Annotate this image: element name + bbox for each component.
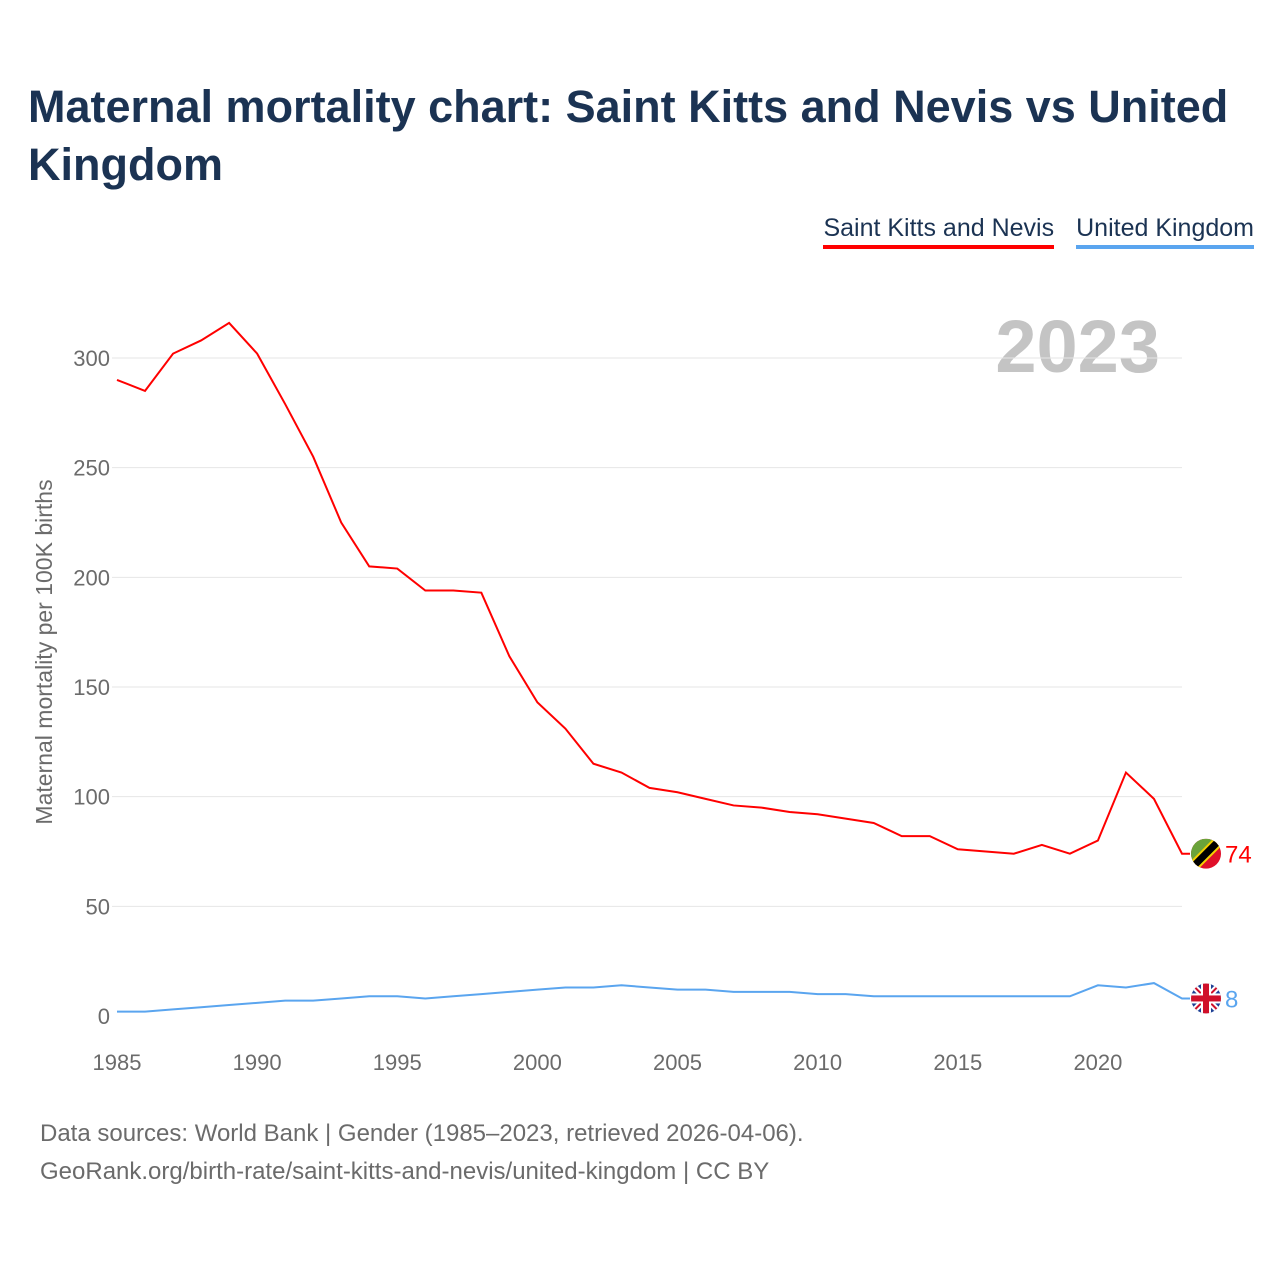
source-line-2[interactable]: GeoRank.org/birth-rate/saint-kitts-and-n… bbox=[40, 1158, 770, 1185]
y-tick-label: 150 bbox=[73, 675, 110, 700]
flag-body bbox=[1191, 838, 1221, 869]
saint-kitts-flag-icon bbox=[1191, 838, 1221, 869]
y-tick-label: 300 bbox=[73, 346, 110, 371]
x-tick-label: 2005 bbox=[653, 1050, 702, 1075]
x-tick-label: 1990 bbox=[233, 1050, 282, 1075]
source-line-1: Data sources: World Bank | Gender (1985–… bbox=[40, 1120, 804, 1147]
x-tick-label: 2020 bbox=[1073, 1050, 1122, 1075]
series-line-saint-kitts-and-nevis bbox=[116, 321, 1190, 855]
flag-black bbox=[1191, 838, 1221, 869]
x-tick-label: 2000 bbox=[513, 1050, 562, 1075]
x-tick-label: 2010 bbox=[793, 1050, 842, 1075]
uk-flag-icon bbox=[1191, 983, 1221, 1014]
x-tick-label: 1985 bbox=[93, 1050, 142, 1075]
y-tick-label: 50 bbox=[86, 894, 110, 919]
end-value-label: 74 bbox=[1225, 842, 1252, 869]
legend-item-saint-kitts[interactable]: Saint Kitts and Nevis bbox=[823, 214, 1055, 249]
flag-body bbox=[1191, 983, 1221, 1014]
y-axis-label: Maternal mortality per 100K births bbox=[31, 479, 57, 824]
legend: Saint Kitts and Nevis United Kingdom bbox=[823, 214, 1254, 249]
legend-item-united-kingdom[interactable]: United Kingdom bbox=[1076, 214, 1254, 249]
series-line-united-kingdom bbox=[117, 982, 1190, 1013]
y-tick-label: 100 bbox=[73, 785, 110, 810]
y-tick-label: 0 bbox=[98, 1004, 110, 1029]
flag-cross-red bbox=[1203, 983, 1209, 1014]
y-tick-label: 250 bbox=[73, 456, 110, 481]
chart-title: Maternal mortality chart: Saint Kitts an… bbox=[28, 81, 1229, 190]
x-tick-label: 1995 bbox=[373, 1050, 422, 1075]
x-tick-label: 2015 bbox=[933, 1050, 982, 1075]
y-tick-label: 200 bbox=[73, 565, 110, 590]
year-watermark: 2023 bbox=[995, 305, 1160, 388]
end-value-label: 8 bbox=[1225, 986, 1238, 1013]
